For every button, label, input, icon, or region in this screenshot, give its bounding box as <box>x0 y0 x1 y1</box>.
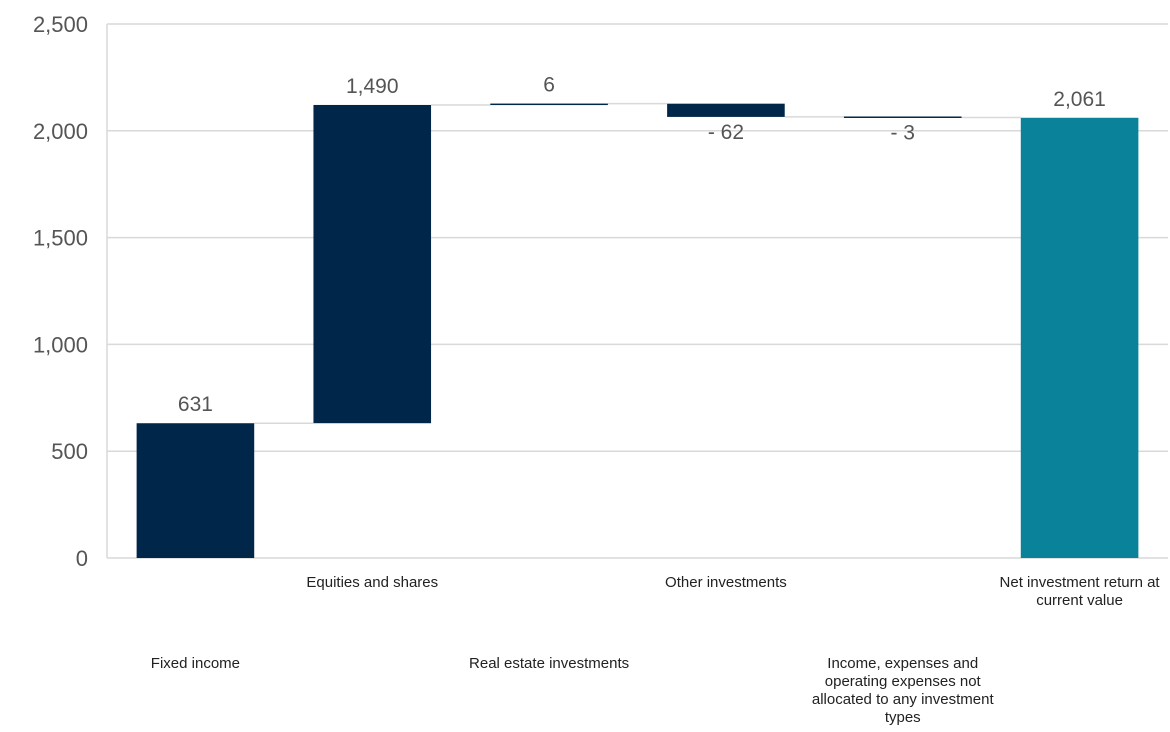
y-tick-label: 1,500 <box>33 226 88 251</box>
y-tick-label: 1,000 <box>33 332 88 357</box>
x-category-label: Net investment return at current value <box>999 574 1160 609</box>
x-category-label: Real estate investments <box>469 655 630 672</box>
data-label: - 62 <box>708 121 744 144</box>
data-label: 6 <box>543 74 555 97</box>
data-labels: 631 1,490 6 - 62 - 3 2,061 <box>178 74 1106 417</box>
bar-0 <box>136 423 255 558</box>
data-label: 631 <box>178 393 213 416</box>
y-tick-label: 0 <box>76 546 88 571</box>
data-label: - 3 <box>890 122 915 145</box>
connector-lines <box>254 102 1021 424</box>
x-category-label: Other investments <box>665 574 787 591</box>
bar-1 <box>313 104 432 424</box>
bar-2 <box>490 103 608 106</box>
y-tick-label: 2,500 <box>33 12 88 37</box>
y-tick-label: 500 <box>51 439 88 464</box>
x-category-label: Fixed income <box>150 655 240 672</box>
bar-5 <box>1020 117 1139 559</box>
bar-4 <box>843 116 962 118</box>
y-axis-ticks: 0 500 1,000 1,500 2,000 2,500 <box>33 12 88 571</box>
bars <box>136 103 1139 559</box>
y-tick-label: 2,000 <box>33 119 88 144</box>
x-category-label: Income, expenses and operating expenses … <box>811 655 994 726</box>
x-category-label: Equities and shares <box>306 574 439 591</box>
bar-3 <box>667 103 785 117</box>
data-label: 2,061 <box>1053 88 1106 111</box>
gridlines <box>106 23 1168 559</box>
data-label: 1,490 <box>346 75 399 98</box>
